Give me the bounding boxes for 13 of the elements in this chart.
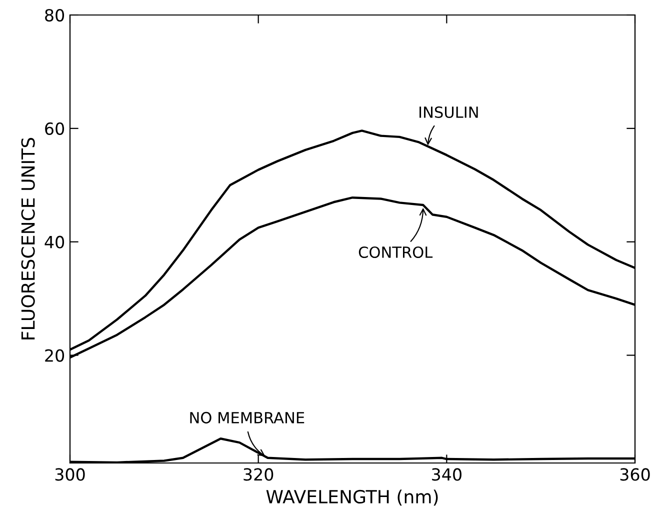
annotation: INSULIN — [420, 106, 478, 118]
annotation: CONTROL — [358, 246, 433, 258]
y-tick-label: 60 — [45, 122, 64, 135]
y-axis-title: FLUORESCENCE UNITS — [21, 138, 35, 340]
y-tick-label: 40 — [44, 236, 64, 248]
x-axis-title: WAVELENGTH (nm) — [266, 490, 438, 506]
x-tick-label: 360 — [620, 468, 650, 481]
x-tick-label: 300 — [55, 468, 85, 481]
annotation: NO MEMBRANE — [190, 412, 304, 424]
x-tick-label: 320 — [244, 468, 274, 481]
y-tick-label: 20 — [45, 349, 64, 362]
y-tick-label: 80 — [45, 8, 64, 22]
x-tick-label: 340 — [432, 468, 462, 481]
